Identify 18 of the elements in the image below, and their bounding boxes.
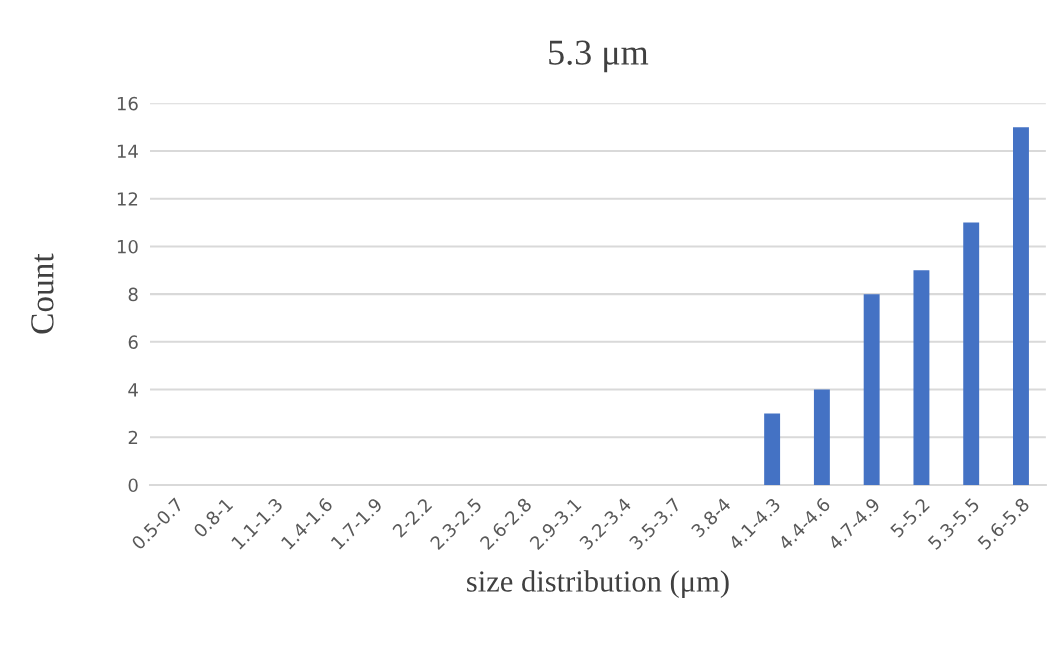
- y-tick-label: 14: [117, 144, 138, 158]
- x-axis-title: size distribution (μm): [467, 570, 729, 599]
- y-tick-label: 10: [117, 239, 138, 254]
- y-tick-label: 6: [128, 335, 138, 349]
- bar: [963, 222, 980, 485]
- y-tick-label: 0: [128, 478, 138, 493]
- y-tick-label: 16: [117, 96, 138, 111]
- bar: [863, 294, 880, 485]
- y-tick-label: 2: [128, 430, 138, 445]
- bar: [764, 413, 781, 485]
- y-tick-label: 8: [128, 287, 138, 302]
- bar: [913, 270, 930, 485]
- bar: [1013, 127, 1029, 485]
- y-axis-title: Count: [31, 253, 54, 334]
- y-tick-label: 12: [117, 192, 138, 206]
- chart-title: 5.3 μm: [549, 40, 649, 73]
- y-tick-label: 4: [128, 383, 138, 397]
- bar: [813, 389, 830, 485]
